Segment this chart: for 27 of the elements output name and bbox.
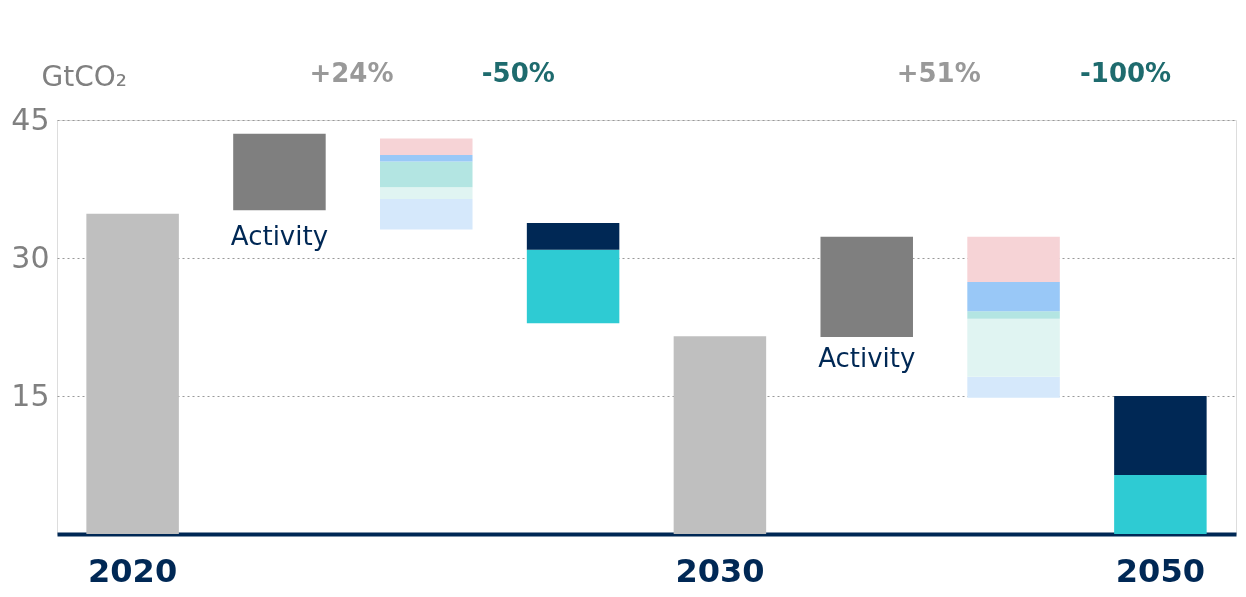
x-tick-label: 2030 (675, 551, 765, 590)
x-tick-label: 2020 (88, 551, 178, 590)
text: +24% (309, 58, 394, 88)
annotation: Activity (818, 343, 916, 374)
bar (526, 249, 620, 324)
bar (967, 281, 1060, 312)
y-tick-label: 30 (11, 239, 50, 275)
bar (967, 236, 1060, 282)
bar (380, 154, 473, 162)
bar (233, 133, 326, 211)
annotation: Activity (230, 220, 329, 251)
y-tick-label: 45 (11, 101, 50, 137)
bar (673, 336, 767, 534)
text: -50% (481, 58, 555, 88)
y-tick-label: 15 (11, 377, 50, 413)
bar (1114, 396, 1207, 476)
bar (1114, 475, 1207, 534)
text: +51% (896, 58, 981, 88)
bar (380, 138, 473, 155)
bar (967, 311, 1060, 319)
y-axis-title: GtCO₂ (41, 60, 127, 93)
bar (820, 236, 913, 338)
x-tick-label: 2050 (1115, 551, 1205, 590)
text: -100% (1080, 58, 1172, 88)
bar (526, 223, 620, 250)
bar (380, 161, 473, 188)
bar (86, 213, 179, 534)
